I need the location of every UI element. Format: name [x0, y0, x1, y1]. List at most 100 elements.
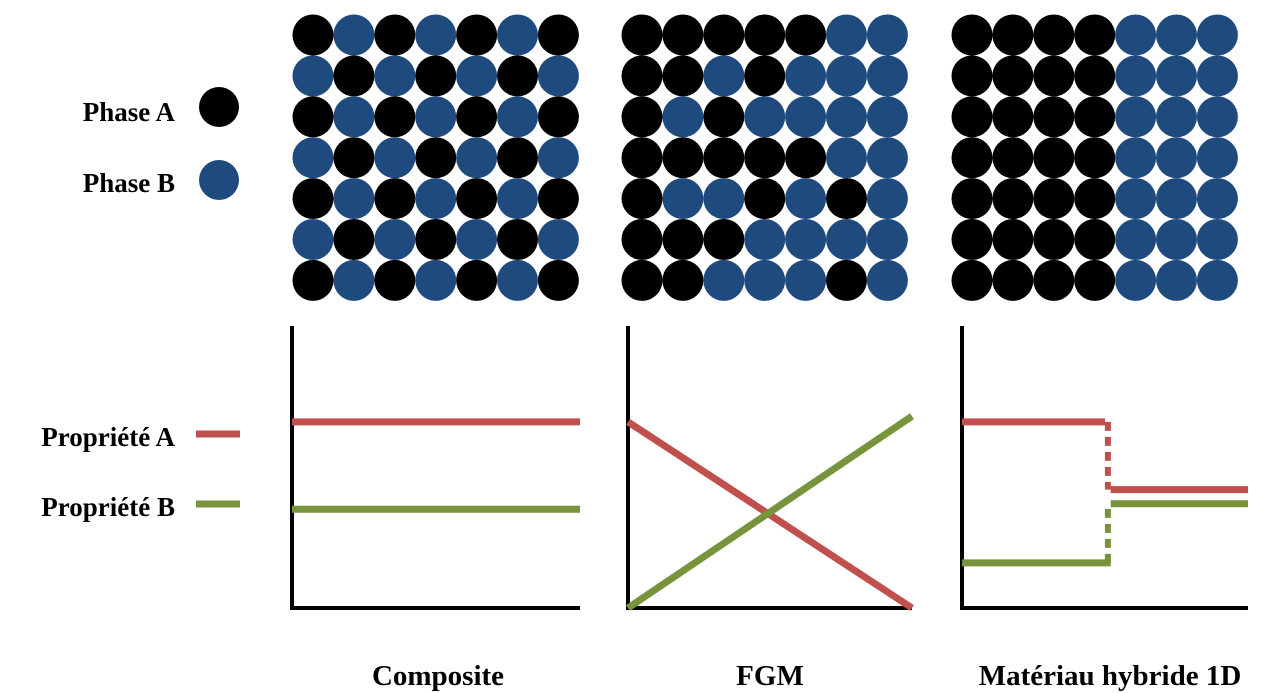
phase-a-particle	[992, 178, 1034, 220]
phase-a-particle	[374, 178, 416, 220]
property-a-label: Propriété A	[41, 422, 175, 452]
phase-b-particle	[866, 259, 908, 301]
phase-a-particle	[292, 96, 334, 138]
phase-b-label: Phase B	[83, 168, 175, 198]
phase-b-particle	[785, 55, 827, 97]
phase-a-particle	[662, 137, 704, 179]
phase-b-particle	[292, 219, 334, 260]
phase-a-particle	[497, 219, 538, 260]
phase-b-particle	[456, 137, 498, 179]
phase-b-particle	[866, 96, 908, 138]
phase-b-particle	[537, 137, 579, 179]
phase-b-particle	[1196, 137, 1238, 179]
phase-b-particle	[1115, 219, 1157, 260]
phase-a-particle	[292, 259, 334, 301]
phase-a-particle	[826, 178, 867, 220]
phase-a-particle	[333, 55, 375, 97]
phase-a-particle	[456, 96, 498, 138]
phase-a-particle	[992, 14, 1034, 56]
phase-a-particle	[785, 137, 827, 179]
phase-b-particle	[785, 178, 827, 220]
phase-b-particle	[1115, 55, 1157, 97]
phase-b-particle	[415, 178, 457, 220]
phase-b-swatch	[199, 160, 239, 200]
microstructure-grid-composite	[292, 14, 579, 301]
phase-a-particle	[333, 137, 375, 179]
property-profile-composite	[290, 326, 580, 610]
phase-b-particle	[1156, 137, 1197, 179]
phase-a-particle	[1074, 259, 1116, 301]
phase-a-particle	[951, 178, 993, 220]
phase-a-particle	[621, 55, 663, 97]
phase-b-particle	[1196, 178, 1238, 220]
phase-a-particle	[456, 14, 498, 56]
profile-axes	[290, 326, 580, 610]
phase-b-particle	[537, 219, 579, 260]
phase-b-particle	[1115, 137, 1157, 179]
phase-a-particle	[1033, 259, 1075, 301]
property-profile-hybrid-1d	[960, 326, 1248, 610]
phase-a-particle	[744, 178, 786, 220]
phase-b-particle	[292, 55, 334, 97]
phase-b-particle	[866, 219, 908, 260]
phase-a-particle	[662, 55, 704, 97]
phase-a-particle	[744, 137, 786, 179]
phase-b-particle	[1156, 14, 1197, 56]
profile-axes	[626, 326, 912, 610]
phase-b-particle	[497, 259, 538, 301]
phase-a-particle	[1074, 14, 1116, 56]
phase-b-particle	[1196, 259, 1238, 301]
phase-b-particle	[1156, 96, 1197, 138]
phase-b-particle	[744, 219, 786, 260]
phase-b-particle	[333, 178, 375, 220]
phase-b-particle	[866, 178, 908, 220]
phase-a-particle	[744, 55, 786, 97]
phase-b-particle	[415, 14, 457, 56]
phase-b-particle	[1115, 96, 1157, 138]
phase-b-particle	[866, 14, 908, 56]
phase-b-particle	[1196, 96, 1238, 138]
phase-a-particle	[374, 96, 416, 138]
phase-a-particle	[1033, 219, 1075, 260]
phase-b-particle	[292, 137, 334, 179]
panel-composite: Composite	[290, 14, 580, 692]
phase-b-particle	[744, 96, 786, 138]
phase-a-particle	[1033, 55, 1075, 97]
phase-a-particle	[374, 259, 416, 301]
phase-a-particle	[537, 14, 579, 56]
phase-a-particle	[703, 96, 745, 138]
phase-a-particle	[621, 178, 663, 220]
phase-a-particle	[1074, 55, 1116, 97]
phase-b-particle	[333, 259, 375, 301]
phase-b-particle	[703, 55, 745, 97]
phase-a-particle	[951, 219, 993, 260]
property-profile-fgm	[626, 326, 914, 611]
phase-b-particle	[374, 55, 416, 97]
phase-a-particle	[951, 96, 993, 138]
phase-b-particle	[1115, 178, 1157, 220]
phase-a-particle	[992, 55, 1034, 97]
phase-a-particle	[992, 219, 1034, 260]
phase-a-particle	[292, 14, 334, 56]
phase-a-particle	[992, 259, 1034, 301]
phase-a-label: Phase A	[83, 97, 176, 127]
phase-a-particle	[1033, 137, 1075, 179]
phase-b-particle	[497, 14, 538, 56]
property-b-line	[626, 413, 914, 611]
phase-a-particle	[292, 178, 334, 220]
property-legend: Propriété A Propriété B	[41, 422, 240, 522]
phase-a-particle	[1074, 96, 1116, 138]
phase-a-particle	[1033, 96, 1075, 138]
phase-a-particle	[703, 14, 745, 56]
phase-a-particle	[415, 55, 457, 97]
phase-b-particle	[826, 96, 867, 138]
phase-b-particle	[415, 96, 457, 138]
phase-b-particle	[1196, 55, 1238, 97]
phase-a-particle	[992, 137, 1034, 179]
phase-a-particle	[1074, 178, 1116, 220]
phase-a-particle	[621, 219, 663, 260]
phase-b-particle	[456, 55, 498, 97]
phase-a-particle	[1033, 14, 1075, 56]
